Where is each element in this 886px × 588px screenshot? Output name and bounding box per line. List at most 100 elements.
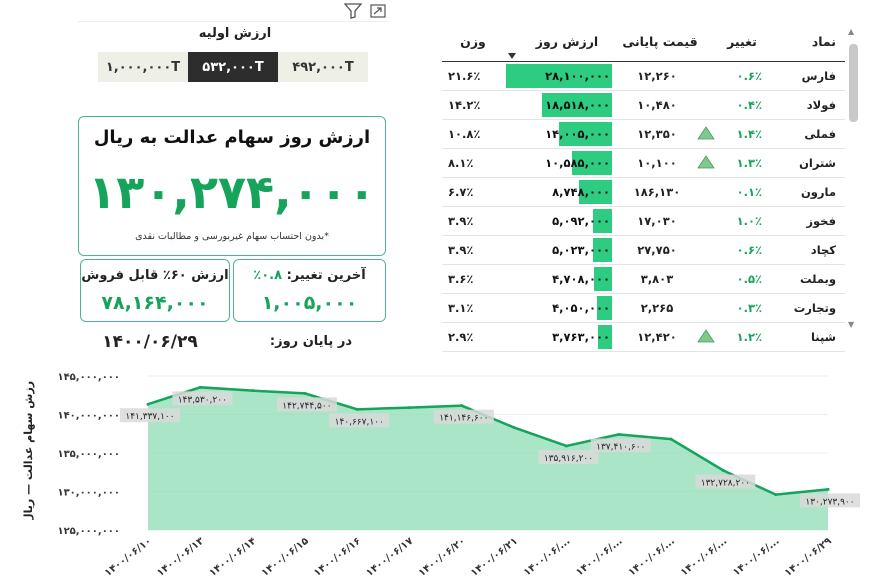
x-tick-label: ۱۴۰۰/۰۶/۲۰ bbox=[417, 536, 468, 579]
current-value-note: *بدون احتساب سهام غیربورسی و مطالبات نقد… bbox=[135, 231, 329, 242]
up-arrow-icon bbox=[697, 155, 715, 169]
cell-symbol: مارون bbox=[800, 185, 836, 199]
day-value-bar-track bbox=[506, 238, 612, 262]
cell-close-price: ۱۲,۳۵۰ bbox=[637, 127, 677, 141]
cell-day-value: ۳,۷۶۳,۰۰۰ bbox=[552, 330, 610, 344]
x-tick-label: ۱۴۰۰/۰۶/... bbox=[574, 536, 624, 579]
day-value-bar bbox=[593, 238, 612, 262]
last-change-label: آخرین تغییر: bbox=[286, 268, 366, 283]
header-day-value[interactable]: ارزش روز bbox=[535, 34, 599, 49]
cell-symbol: فخوز bbox=[806, 214, 836, 228]
table-row[interactable]: ۱۰.۸٪ ۱۴,۰۰۵,۰۰۰ ۱۲,۳۵۰ ۱.۴٪ فملی bbox=[442, 120, 845, 149]
cell-weight: ۱۰.۸٪ bbox=[448, 127, 481, 141]
x-tick-label: ۱۴۰۰/۰۶/... bbox=[731, 536, 781, 579]
x-tick-label: ۱۴۰۰/۰۶/۱۰ bbox=[103, 536, 154, 579]
table-row[interactable]: ۳.۶٪ ۴,۷۰۸,۰۰۰ ۳,۸۰۳ ۰.۵٪ وبملت bbox=[442, 265, 845, 294]
focus-mode-icon[interactable] bbox=[370, 4, 386, 18]
data-label-bg bbox=[433, 409, 494, 424]
cell-day-value: ۸,۷۴۸,۰۰۰ bbox=[552, 185, 610, 199]
table-row[interactable]: ۳.۹٪ ۵,۰۲۳,۰۰۰ ۲۷,۷۵۰ ۰.۶٪ کچاد bbox=[442, 236, 845, 265]
cell-day-value: ۴,۷۰۸,۰۰۰ bbox=[552, 272, 610, 286]
cell-day-value: ۴,۰۵۰,۰۰۰ bbox=[552, 301, 610, 315]
cell-change: ۱.۰٪ bbox=[736, 214, 762, 228]
end-of-day-label: در پایان روز: bbox=[269, 334, 352, 349]
x-tick-label: ۱۴۰۰/۰۶/۱۳ bbox=[155, 536, 206, 579]
cell-close-price: ۳,۸۰۳ bbox=[640, 272, 674, 286]
up-arrow-icon bbox=[697, 126, 715, 140]
last-change-header: آخرین تغییر: ۰.۸٪ bbox=[234, 268, 385, 283]
data-point bbox=[774, 493, 778, 497]
visual-header-strip bbox=[78, 0, 388, 22]
base-value-title: ارزش اولیه bbox=[198, 26, 272, 41]
day-value-bar bbox=[559, 122, 612, 146]
data-label: ۱۴۱,۱۴۶,۶۰۰ bbox=[439, 414, 488, 424]
cell-symbol: فولاد bbox=[806, 98, 836, 112]
data-label: ۱۳۷,۴۱۰,۶۰۰ bbox=[596, 442, 645, 452]
data-point bbox=[355, 407, 359, 411]
scroll-up-icon[interactable]: ▲ bbox=[848, 27, 855, 36]
current-value-card: ارزش روز سهام عدالت به ریال ۱۳۰,۲۷۴,۰۰۰ … bbox=[78, 116, 386, 256]
data-point bbox=[617, 432, 621, 436]
cell-day-value: ۱۴,۰۰۵,۰۰۰ bbox=[545, 127, 610, 141]
cell-weight: ۸.۱٪ bbox=[448, 156, 474, 170]
data-label: ۱۴۱,۳۳۷,۱۰۰ bbox=[125, 412, 174, 422]
cell-change: ۰.۱٪ bbox=[736, 185, 762, 199]
cell-close-price: ۱۸۶,۱۳۰ bbox=[633, 185, 681, 199]
cell-close-price: ۱۷,۰۳۰ bbox=[637, 214, 677, 228]
day-value-bar bbox=[542, 93, 612, 117]
cell-close-price: ۱۲,۴۲۰ bbox=[637, 330, 677, 344]
cell-symbol: شپنا bbox=[810, 330, 836, 344]
last-change-card: آخرین تغییر: ۰.۸٪ ۱,۰۰۵,۰۰۰ bbox=[233, 259, 386, 322]
scroll-down-icon[interactable]: ▼ bbox=[848, 320, 855, 329]
end-of-day-date: ۱۴۰۰/۰۶/۲۹ bbox=[102, 332, 198, 352]
data-label-bg bbox=[800, 493, 860, 508]
cell-change: ۰.۴٪ bbox=[736, 98, 762, 112]
data-label: ۱۳۵,۹۱۶,۲۰۰ bbox=[544, 454, 593, 464]
table-row[interactable]: ۲۱.۶٪ ۲۸,۱۰۰,۰۰۰ ۱۲,۲۶۰ ۰.۶٪ فارس bbox=[442, 62, 845, 91]
current-value-amount: ۱۳۰,۲۷۴,۰۰۰ bbox=[88, 165, 376, 219]
data-label-bg bbox=[695, 474, 756, 489]
base-value-option-492000[interactable]: ۴۹۲,۰۰۰T bbox=[278, 52, 368, 82]
base-value-option-532000[interactable]: ۵۳۲,۰۰۰T bbox=[188, 52, 278, 82]
cell-day-value: ۲۸,۱۰۰,۰۰۰ bbox=[545, 69, 610, 83]
cell-close-price: ۱۰,۱۰۰ bbox=[637, 156, 677, 170]
header-close-price[interactable]: قیمت پایانی bbox=[622, 34, 698, 49]
cell-change: ۰.۵٪ bbox=[736, 272, 762, 286]
day-value-bar bbox=[596, 296, 612, 320]
data-label: ۱۴۳,۵۳۰,۲۰۰ bbox=[178, 395, 227, 405]
base-value-option-1000000[interactable]: ۱,۰۰۰,۰۰۰T bbox=[98, 52, 188, 82]
table-row[interactable]: ۲.۹٪ ۳,۷۶۳,۰۰۰ ۱۲,۴۲۰ ۱.۲٪ شپنا bbox=[442, 323, 845, 352]
data-label: ۱۴۲,۷۴۴,۵۰۰ bbox=[282, 401, 331, 411]
data-point bbox=[303, 391, 307, 395]
header-change[interactable]: تغییر bbox=[727, 34, 757, 49]
table-row[interactable]: ۱۴.۲٪ ۱۸,۵۱۸,۰۰۰ ۱۰,۴۸۰ ۰.۴٪ فولاد bbox=[442, 91, 845, 120]
cell-weight: ۳.۹٪ bbox=[448, 214, 474, 228]
cell-day-value: ۵,۰۲۳,۰۰۰ bbox=[552, 243, 610, 257]
header-weight[interactable]: وزن bbox=[460, 34, 486, 49]
y-tick-label: ۱۲۵,۰۰۰,۰۰۰ bbox=[57, 526, 120, 537]
table-row[interactable]: ۸.۱٪ ۱۰,۵۸۵,۰۰۰ ۱۰,۱۰۰ ۱.۳٪ شتران bbox=[442, 149, 845, 178]
chart-y-axis-title: ارزش سهام عدالت — ریال bbox=[22, 380, 35, 520]
day-value-bar-track bbox=[506, 151, 612, 175]
x-tick-label: ۱۴۰۰/۰۶/... bbox=[627, 536, 677, 579]
table-row[interactable]: ۶.۷٪ ۸,۷۴۸,۰۰۰ ۱۸۶,۱۳۰ ۰.۱٪ مارون bbox=[442, 178, 845, 207]
data-label-bg bbox=[590, 438, 651, 453]
table-row[interactable]: ۳.۹٪ ۵,۰۹۲,۰۰۰ ۱۷,۰۳۰ ۱.۰٪ فخوز bbox=[442, 207, 845, 236]
last-change-amount: ۱,۰۰۵,۰۰۰ bbox=[261, 292, 358, 314]
data-label-bg bbox=[538, 449, 599, 464]
day-value-bar-track bbox=[506, 209, 612, 233]
filter-icon[interactable] bbox=[344, 3, 362, 19]
data-label-bg bbox=[120, 408, 180, 423]
holdings-table: وزن ارزش روز قیمت پایانی تغییر نماد ۲۱.۶… bbox=[442, 24, 845, 352]
x-tick-label: ۱۴۰۰/۰۶/۱۶ bbox=[312, 536, 363, 579]
day-value-bar-track bbox=[506, 267, 612, 291]
header-symbol[interactable]: نماد bbox=[811, 34, 836, 49]
cell-change: ۱.۳٪ bbox=[736, 156, 762, 170]
cell-change: ۱.۴٪ bbox=[736, 127, 762, 141]
table-scrollbar-thumb[interactable] bbox=[849, 44, 858, 122]
x-tick-label: ۱۴۰۰/۰۶/۱۴ bbox=[207, 536, 258, 579]
table-row[interactable]: ۳.۱٪ ۴,۰۵۰,۰۰۰ ۲,۲۶۵ ۰.۳٪ وتجارت bbox=[442, 294, 845, 323]
current-value-title: ارزش روز سهام عدالت به ریال bbox=[93, 127, 371, 148]
data-point bbox=[146, 402, 150, 406]
cell-weight: ۳.۹٪ bbox=[448, 243, 474, 257]
